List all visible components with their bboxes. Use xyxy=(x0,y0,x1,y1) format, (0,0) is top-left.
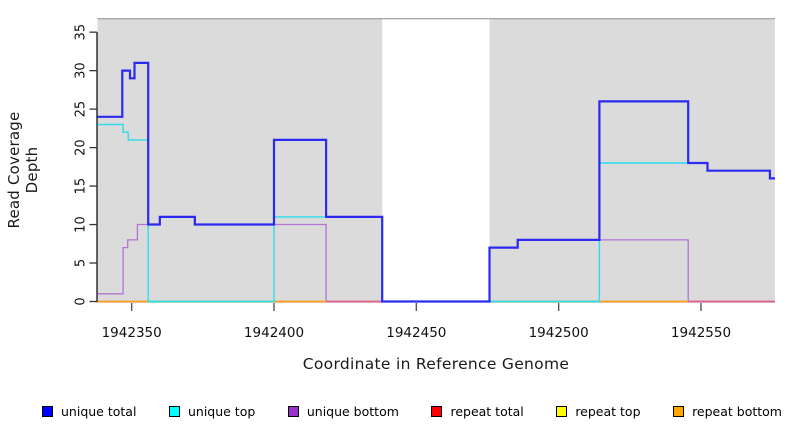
unique-bottom-swatch-icon xyxy=(287,405,299,417)
x-tick-label-2: 1942450 xyxy=(386,325,446,341)
legend-item-repeat-top: repeat top xyxy=(556,403,641,419)
coverage-gap-region xyxy=(382,19,490,303)
x-tick-label-1: 1942400 xyxy=(244,325,304,341)
series-unique-total xyxy=(97,61,775,303)
y-tick-label-0: 0 xyxy=(74,297,89,305)
legend-label: repeat total xyxy=(450,403,524,419)
legend-item-unique-total: unique total xyxy=(42,404,136,419)
repeat-bottom-swatch-icon xyxy=(673,405,685,417)
y-tick-label-2: 10 xyxy=(74,216,89,233)
legend-label: unique bottom xyxy=(306,403,399,419)
y-tick-label-4: 20 xyxy=(74,139,89,156)
repeat-total-swatch-icon xyxy=(431,405,443,417)
y-tick-label-7: 35 xyxy=(74,24,89,41)
legend-item-unique-bottom: unique bottom xyxy=(287,403,399,419)
legend-label: unique total xyxy=(61,403,137,419)
legend-label: repeat top xyxy=(575,403,641,419)
y-tick-label-6: 30 xyxy=(74,62,89,79)
repeat-top-swatch-icon xyxy=(556,405,568,417)
y-tick-label-5: 25 xyxy=(74,101,89,118)
legend-label: unique top xyxy=(187,403,256,419)
legend-item-repeat-bottom: repeat bottom xyxy=(673,404,782,419)
y-tick-label-3: 15 xyxy=(74,178,89,195)
x-tick-label-0: 1942350 xyxy=(102,325,162,341)
x-tick-label-3: 1942500 xyxy=(529,325,589,341)
y-tick-label-1: 5 xyxy=(74,259,89,267)
x-tick-label-4: 1942550 xyxy=(671,325,731,341)
unique-top-swatch-icon xyxy=(168,405,180,417)
x-axis-title: Coordinate in Reference Genome xyxy=(302,355,570,373)
legend-label: repeat bottom xyxy=(692,403,782,419)
legend-item-unique-top: unique top xyxy=(168,403,256,419)
unique-total-swatch-icon xyxy=(42,405,53,417)
legend-item-repeat-total: repeat total xyxy=(431,403,524,419)
y-axis-title: Read Coverage Depth xyxy=(5,111,41,229)
legend: unique total unique top unique bottom re… xyxy=(42,401,782,421)
